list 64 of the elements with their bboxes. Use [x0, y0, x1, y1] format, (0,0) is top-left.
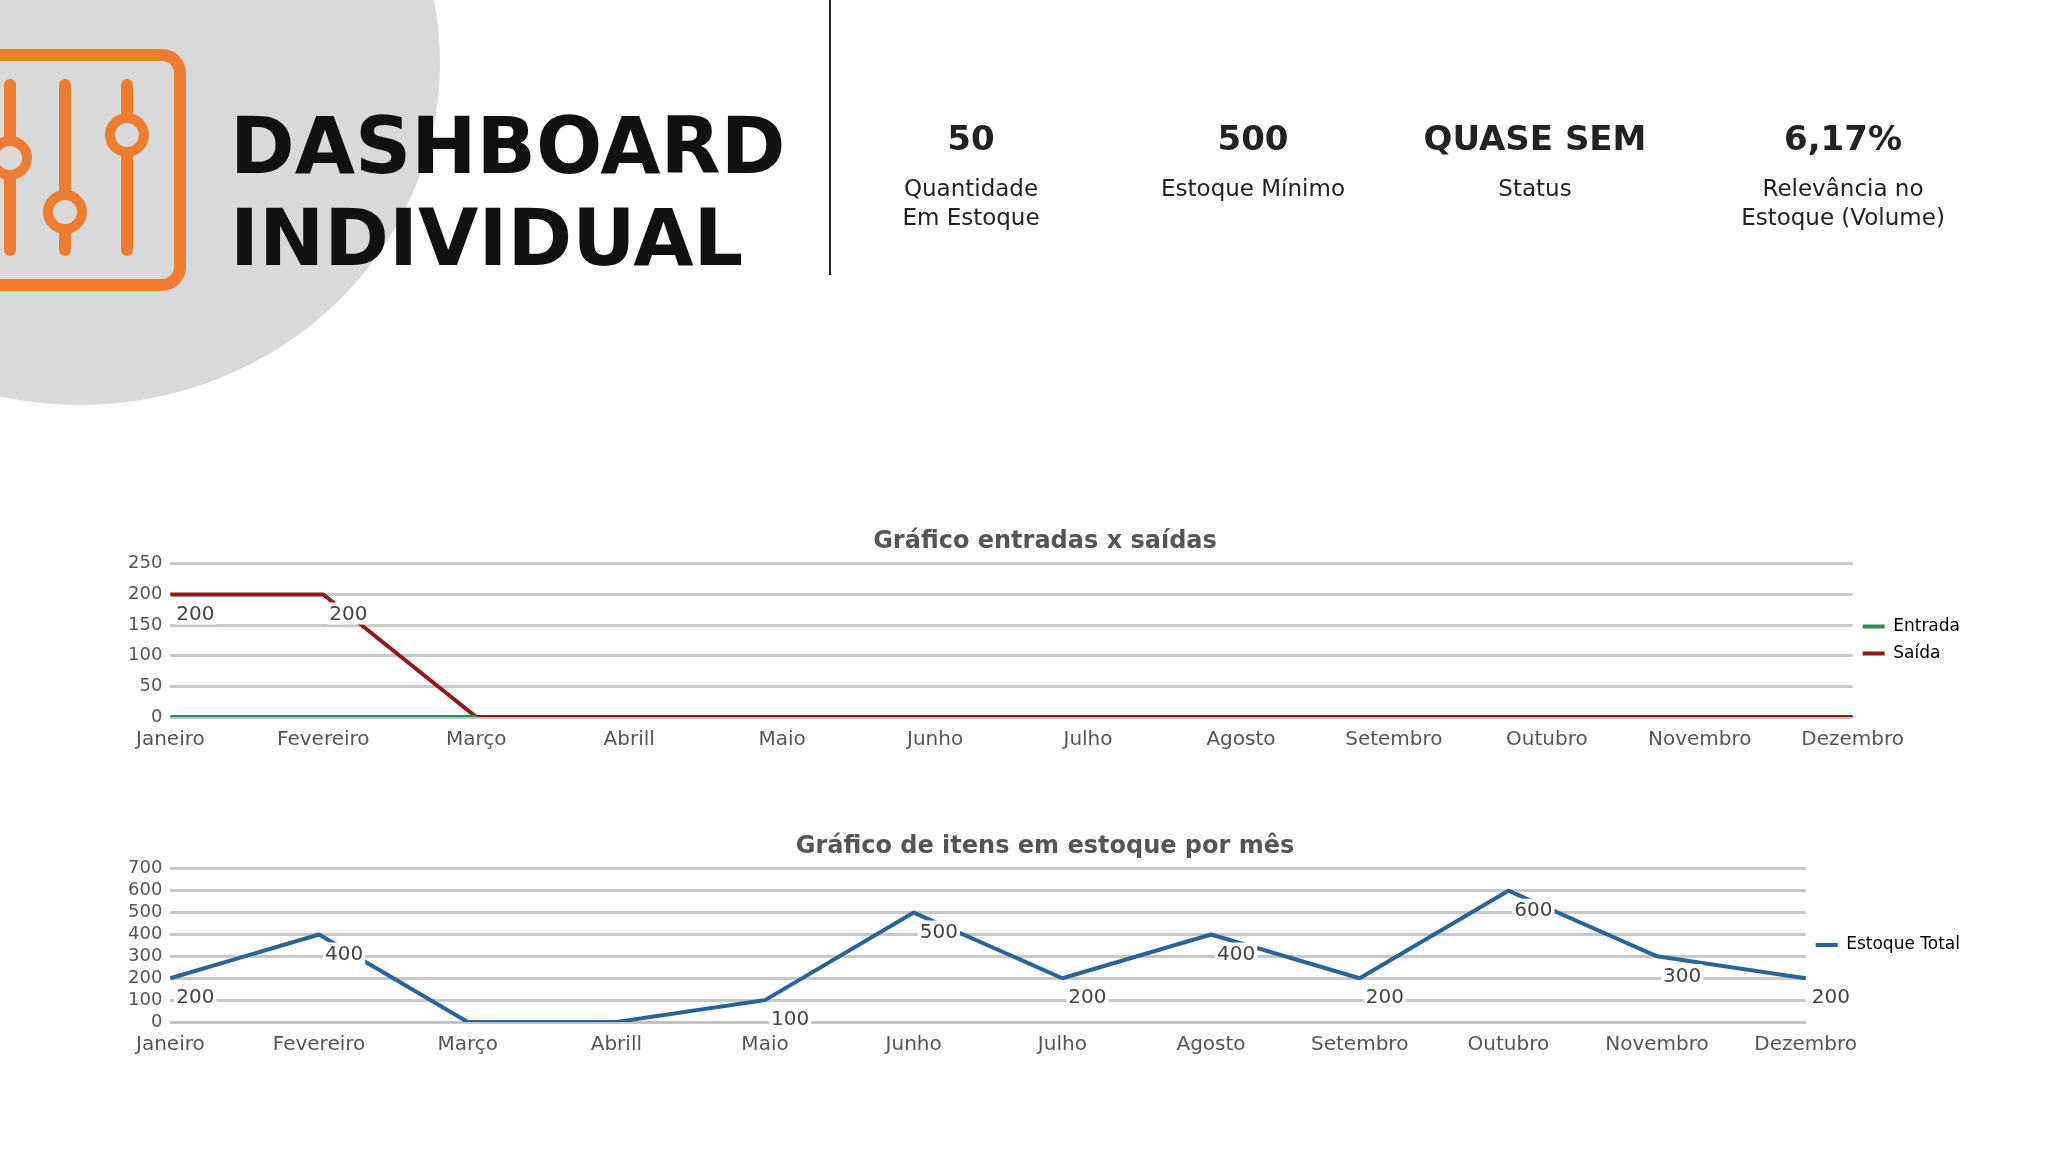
data-label: 100	[771, 1006, 810, 1031]
data-label: 400	[325, 940, 364, 965]
x-tick-label: Novembro	[1647, 726, 1752, 751]
x-tick-label: Abrill	[590, 1031, 642, 1056]
text: Status	[1497, 174, 1573, 203]
data-label: 500	[919, 918, 958, 943]
x-tick-label: Setembro	[1311, 1031, 1409, 1056]
y-tick-label: 0	[150, 1009, 163, 1031]
data-label: 200	[176, 600, 215, 625]
data-label: 200	[1365, 984, 1404, 1009]
y-tick-label: 600	[128, 878, 163, 900]
x-tick-label: Maio	[758, 726, 806, 751]
y-tick-label: 100	[128, 987, 163, 1009]
x-tick-label: Março	[445, 726, 507, 751]
y-tick-label: 700	[128, 856, 163, 878]
legend-label: Estoque Total	[1846, 933, 1960, 954]
x-tick-label: Julho	[1061, 726, 1113, 751]
chart-title: Gráfico de itens em estoque por mês	[795, 830, 1295, 859]
x-tick-label: Fevereiro	[277, 726, 370, 751]
text: Quantidade Em Estoque	[901, 174, 1041, 232]
text: 50	[946, 118, 996, 158]
chart-title: Gráfico entradas x saídas	[873, 525, 1217, 554]
y-tick-label: 200	[128, 582, 163, 604]
x-tick-label: Outubro	[1505, 726, 1588, 751]
text: DASHBOARD INDIVIDUAL	[230, 100, 786, 284]
data-label: 200	[1068, 984, 1107, 1009]
x-tick-label: Setembro	[1345, 726, 1443, 751]
x-tick-label: Janeiro	[134, 726, 205, 751]
data-label: 200	[176, 984, 215, 1009]
legend-label: Saída	[1893, 641, 1941, 662]
legend-label: Entrada	[1893, 614, 1960, 635]
y-tick-label: 400	[128, 922, 163, 944]
x-tick-label: Junho	[904, 726, 964, 751]
x-tick-label: Janeiro	[134, 1031, 205, 1056]
x-tick-label: Novembro	[1605, 1031, 1709, 1056]
data-label: 300	[1663, 962, 1702, 987]
x-tick-label: Maio	[741, 1031, 789, 1056]
y-tick-label: 100	[128, 643, 163, 665]
y-tick-label: 300	[128, 944, 163, 966]
y-tick-label: 50	[139, 674, 163, 696]
x-tick-label: Dezembro	[1801, 726, 1905, 751]
x-tick-label: Outubro	[1467, 1031, 1550, 1056]
data-label: 200	[1811, 984, 1850, 1009]
x-tick-label: Julho	[1035, 1031, 1087, 1056]
x-tick-label: Março	[437, 1031, 498, 1056]
x-tick-label: Abrill	[603, 726, 655, 751]
x-tick-label: Fevereiro	[272, 1031, 366, 1056]
x-tick-label: Agosto	[1176, 1031, 1246, 1056]
text: Relevância no Estoque (Volume)	[1740, 174, 1946, 232]
y-tick-label: 0	[150, 704, 163, 726]
text: QUASE SEM	[1422, 118, 1648, 158]
x-tick-label: Dezembro	[1754, 1031, 1858, 1056]
y-tick-label: 150	[128, 612, 163, 634]
x-tick-label: Agosto	[1206, 726, 1276, 751]
text: 6,17%	[1783, 118, 1903, 158]
y-tick-label: 250	[128, 551, 163, 573]
text: 500	[1216, 118, 1290, 158]
data-label: 200	[329, 600, 368, 625]
text: Estoque Mínimo	[1160, 174, 1346, 203]
y-tick-label: 500	[128, 900, 163, 922]
data-label: 600	[1514, 896, 1553, 921]
y-tick-label: 200	[128, 965, 163, 987]
x-tick-label: Junho	[883, 1031, 942, 1056]
data-label: 400	[1217, 940, 1256, 965]
